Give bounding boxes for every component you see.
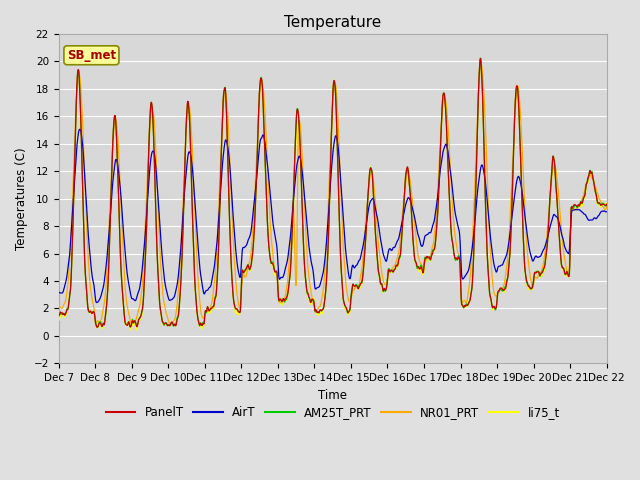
Y-axis label: Temperatures (C): Temperatures (C) <box>15 147 28 250</box>
Legend: PanelT, AirT, AM25T_PRT, NR01_PRT, li75_t: PanelT, AirT, AM25T_PRT, NR01_PRT, li75_… <box>100 401 564 423</box>
Title: Temperature: Temperature <box>284 15 381 30</box>
X-axis label: Time: Time <box>318 389 347 402</box>
Text: SB_met: SB_met <box>67 49 116 62</box>
